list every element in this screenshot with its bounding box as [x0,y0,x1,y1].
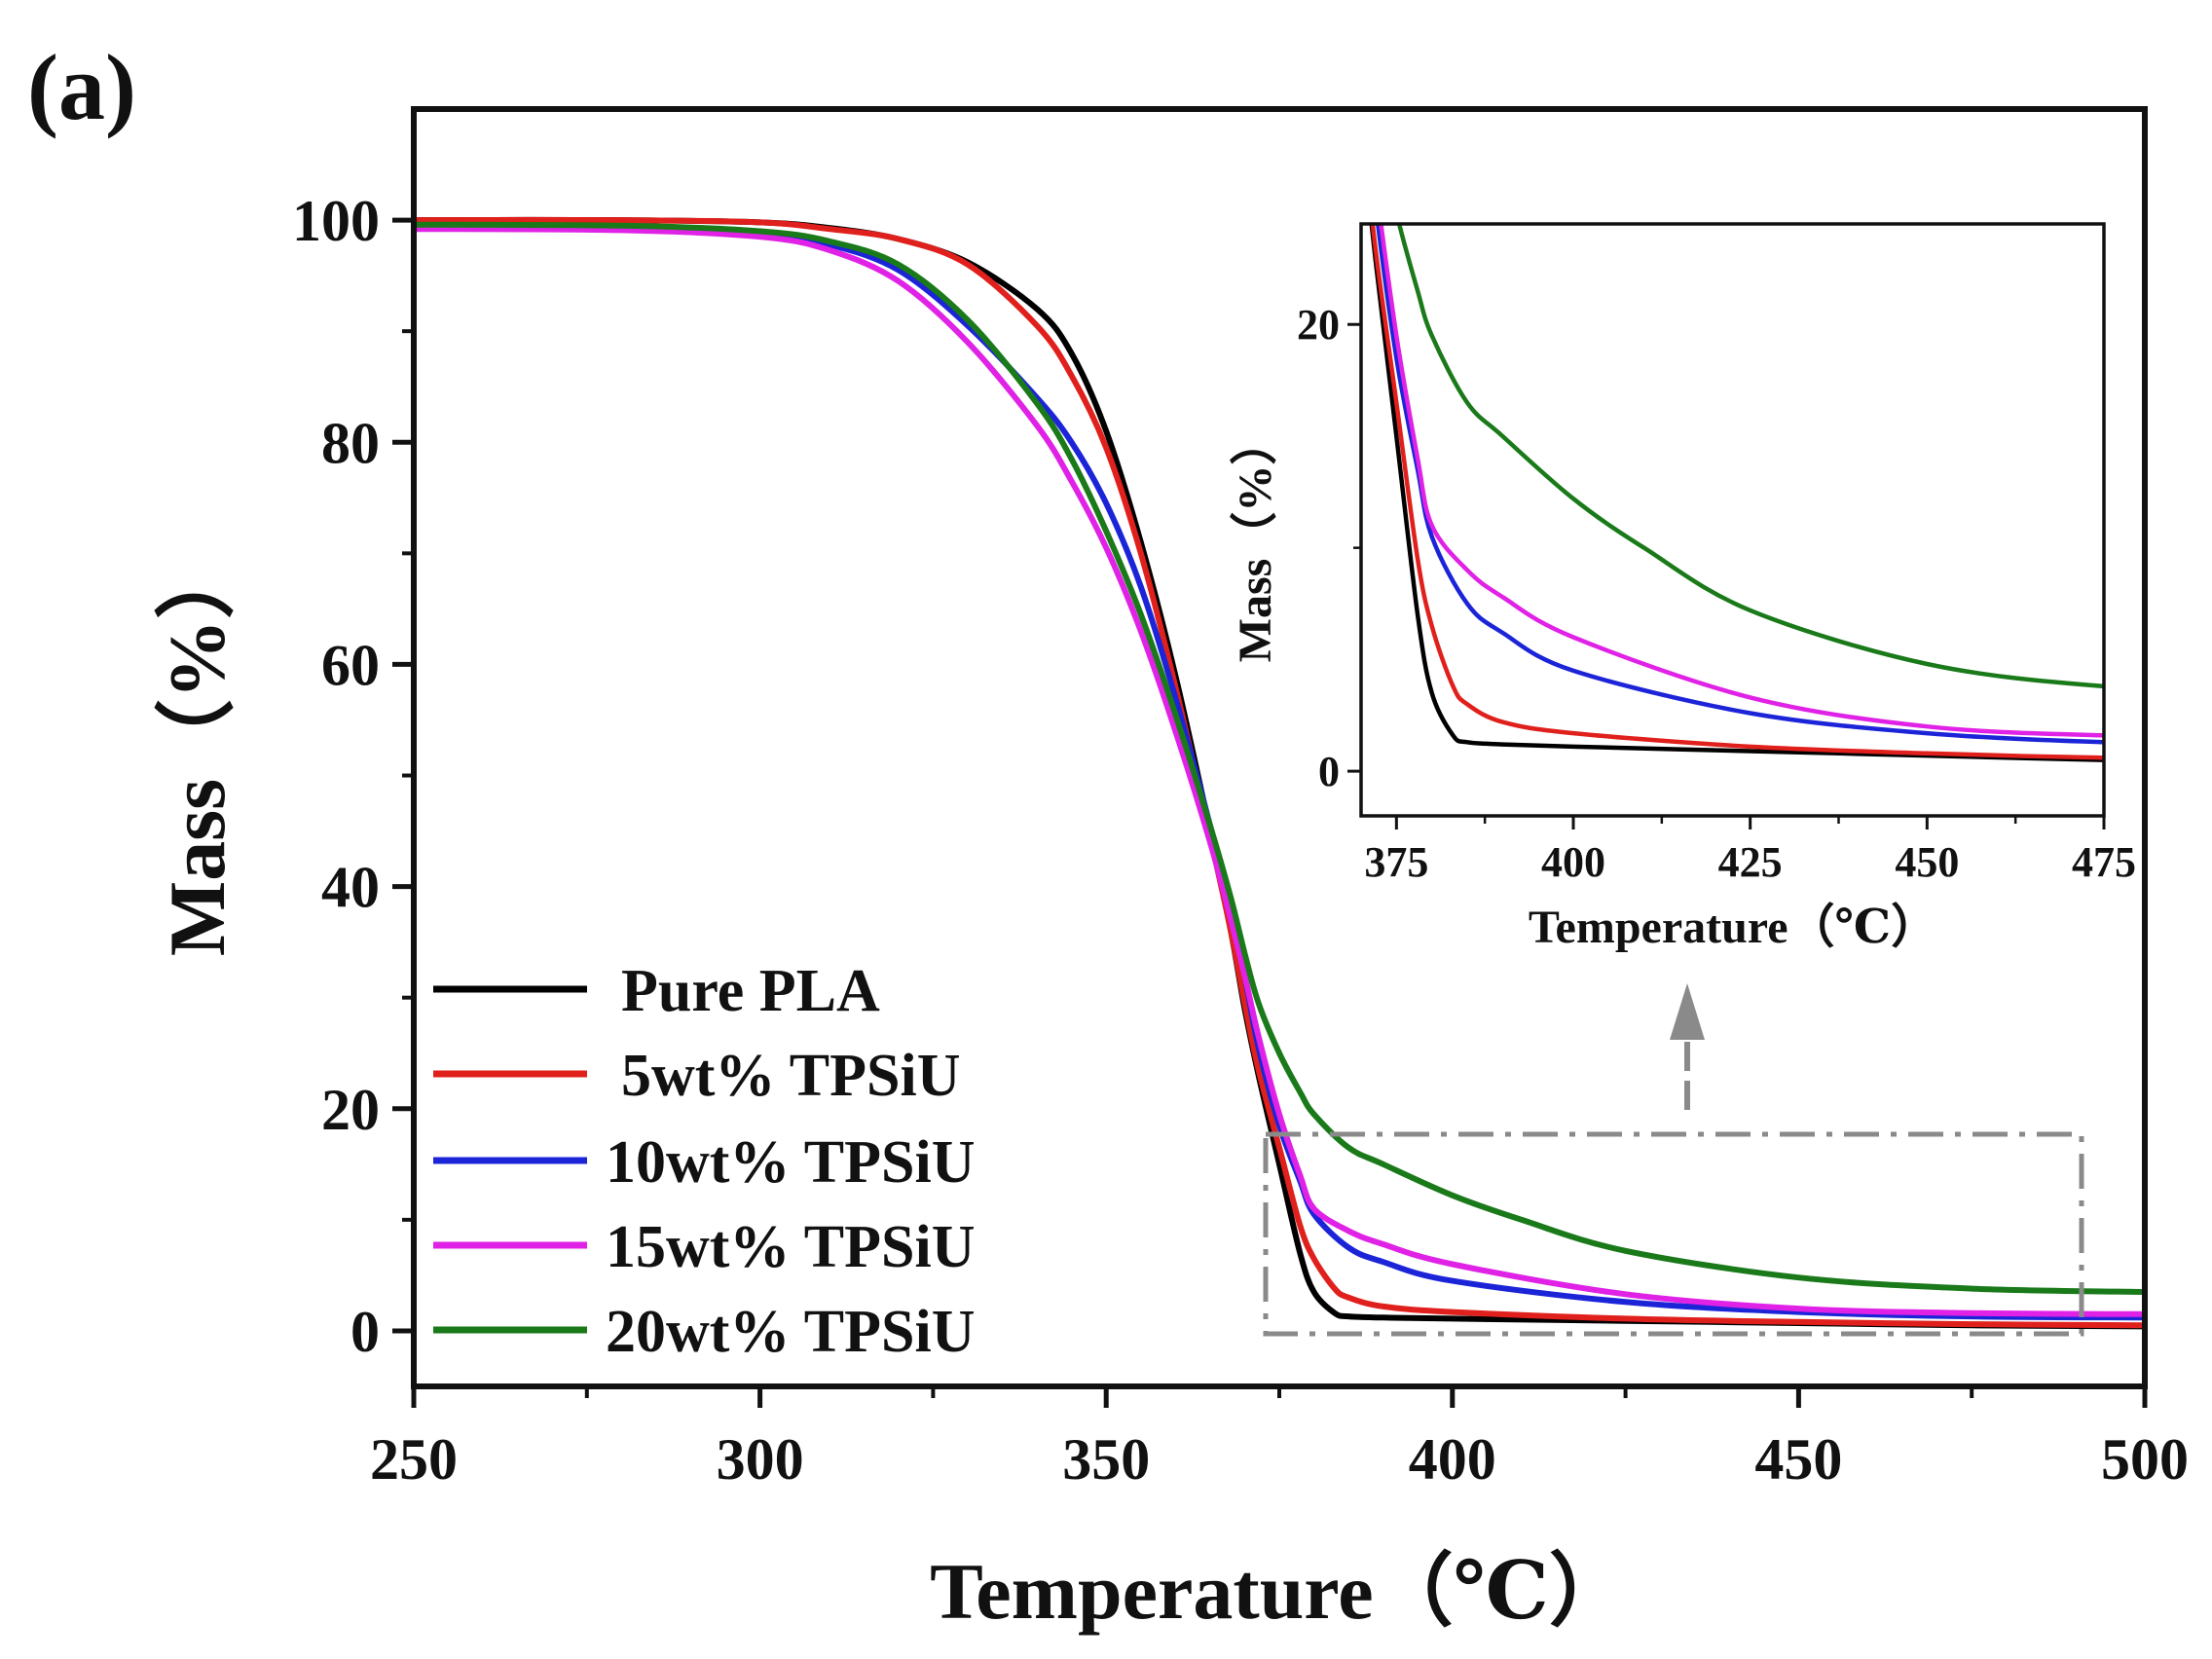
main-series-line-1 [411,216,2148,1329]
main-chart: 250 300 350 400 450 500 0 20 40 60 80 100 Temperatu… [153,106,2189,1636]
main-x-tick-label: 300 [717,1427,804,1492]
legend-label-3: 15wt% TPSiU [606,1214,976,1280]
main-y-tick-label: 80 [321,411,380,475]
zoom-arrow-head [1670,983,1705,1040]
legend-label-0: Pure PLA [621,958,880,1024]
legend-label-2: 10wt% TPSiU [606,1129,976,1196]
main-y-tick-label: 100 [292,189,380,253]
inset-series-line-4 [1396,224,2104,689]
main-x-tick-label: 400 [1409,1427,1496,1492]
panel-label: (a) [27,35,136,139]
main-y-axis-title: Mass（%） [153,539,241,956]
main-x-tick-label: 350 [1062,1427,1150,1492]
main-x-tick-label: 250 [370,1427,458,1492]
inset-y-axis-title: Mass（%） [1230,419,1281,663]
main-x-axis-title: Temperature（℃） [930,1547,1629,1636]
inset-background [1361,224,2104,816]
inset-series-line-1 [1370,224,2104,760]
legend-label-1: 5wt% TPSiU [621,1043,961,1109]
inset-axes: 375 400 425 450 475 0 20 [1297,301,2136,886]
main-series-line-3 [411,226,2148,1317]
inset-x-tick-label: 425 [1718,838,1783,886]
main-series-group [411,216,2148,1330]
legend-label-4: 20wt% TPSiU [606,1299,976,1365]
inset-y-tick-label: 20 [1297,301,1340,349]
main-x-tick-label: 500 [2101,1427,2189,1492]
legend: Pure PLA 5wt% TPSiU 10wt% TPSiU 15wt% TPSiU… [433,958,976,1365]
main-y-tick-label: 0 [350,1300,380,1364]
inset-x-tick-label: 400 [1541,838,1605,886]
inset-series-line-0 [1369,224,2104,762]
inset-series-line-2 [1376,224,2104,745]
inset-clip-group [1369,224,2104,762]
main-x-tick-label: 450 [1754,1427,1842,1492]
main-series-line-4 [411,221,2148,1295]
inset-series-line-3 [1379,224,2104,738]
zoom-region-annotation [1263,983,2084,1337]
inset-x-tick-label: 450 [1895,838,1959,886]
main-y-tick-label: 20 [321,1078,380,1142]
inset-x-axis-title: Temperature（℃） [1529,902,1937,953]
main-y-tick-label: 60 [321,633,380,697]
main-y-tick-label: 40 [321,856,380,920]
inset-plot-frame [1359,222,2106,818]
zoom-region-box [1263,1131,2084,1337]
inset-x-tick-label: 375 [1364,838,1428,886]
inset-x-tick-label: 475 [2072,838,2136,886]
inset-y-tick-label: 0 [1318,748,1340,795]
main-axes: 250 300 350 400 450 500 0 20 40 60 80 100 [292,189,2189,1492]
inset-series-group [1369,224,2104,762]
inset-chart: 375 400 425 450 475 0 20 Temperature（℃） Mass（%… [1230,222,2136,953]
